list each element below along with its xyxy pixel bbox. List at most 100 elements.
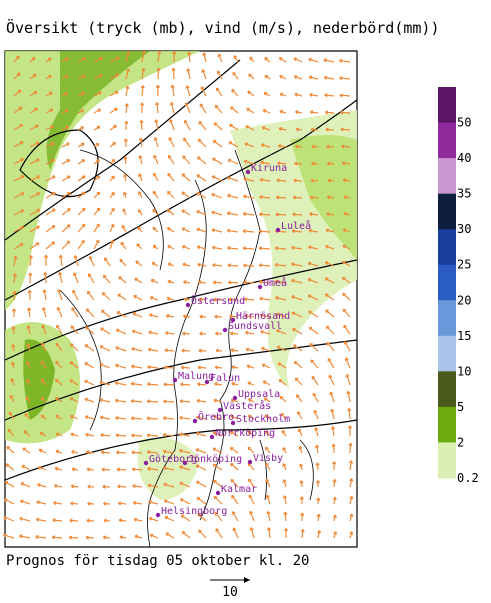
wind-arrow: [61, 57, 69, 63]
wind-arrow: [307, 278, 319, 284]
wind-arrow: [227, 158, 239, 165]
legend: 50 40 35 30 25 20 15 10 5 2 0.2: [438, 87, 479, 485]
wind-arrow: [55, 360, 63, 369]
wind-arrow: [197, 138, 207, 148]
city-dot: [245, 169, 251, 175]
wind-arrow: [138, 155, 143, 165]
wind-arrow: [315, 480, 321, 488]
wind-arrow: [324, 93, 335, 98]
wind-arrow: [109, 73, 120, 80]
wind-arrow: [137, 209, 143, 216]
wind-arrow: [116, 450, 127, 455]
wind-arrow: [297, 428, 303, 437]
wind-arrow: [130, 399, 143, 404]
wind-arrow: [196, 192, 207, 199]
wind-arrow: [24, 413, 31, 420]
wind-arrow: [310, 359, 319, 369]
city-label: Falun: [210, 373, 240, 384]
wind-arrow: [182, 331, 191, 336]
wind-arrow: [132, 312, 143, 318]
wind-arrow: [13, 106, 23, 114]
city-label: Umeå: [263, 276, 287, 289]
wind-arrow: [263, 397, 271, 403]
wind-arrow: [259, 313, 271, 318]
wind-arrow: [212, 447, 223, 454]
wind-arrow: [260, 346, 271, 352]
wind-arrow: [130, 381, 143, 386]
city-dot: [155, 512, 161, 518]
wind-arrow: [283, 511, 288, 522]
wind-arrow: [70, 501, 79, 506]
wind-arrow: [327, 358, 335, 369]
wind-arrow: [249, 56, 255, 63]
wind-arrow: [109, 107, 118, 114]
city-dot: [204, 379, 210, 385]
wind-arrow: [114, 363, 127, 369]
wind-arrow: [280, 412, 287, 420]
wind-arrow: [247, 414, 255, 420]
wind-arrow: [45, 57, 52, 63]
wind-arrow: [130, 416, 143, 421]
wind-arrow: [342, 260, 351, 267]
wind-arrow: [153, 154, 159, 165]
wind-arrow: [183, 297, 191, 302]
wind-arrow: [348, 460, 354, 471]
wind-arrow: [100, 327, 111, 335]
wind-arrow: [258, 263, 271, 268]
wind-arrow: [211, 192, 223, 199]
wind-arrow: [109, 239, 115, 250]
wind-arrow: [213, 297, 223, 302]
wind-arrow: [214, 104, 223, 114]
wind-arrow: [150, 278, 159, 284]
wind-arrow: [339, 110, 351, 115]
wind-arrow: [292, 212, 303, 217]
wind-arrow: [61, 158, 71, 165]
wind-arrow: [140, 85, 145, 97]
wind-arrow: [153, 137, 159, 148]
wind-arrow: [332, 514, 337, 522]
wind-arrow: [93, 191, 101, 199]
wind-arrow: [137, 191, 143, 199]
wind-arrow: [45, 241, 56, 250]
wind-arrow: [333, 531, 338, 539]
wind-arrow: [248, 73, 255, 80]
wind-arrow: [77, 91, 85, 97]
isobar: [4, 59, 358, 481]
wind-arrow: [310, 178, 319, 183]
wind-arrow: [309, 342, 319, 352]
wind-arrow: [109, 124, 117, 131]
wind-arrow: [29, 225, 40, 233]
wind-arrow: [349, 478, 354, 488]
city-label: Jönköping: [188, 454, 242, 465]
wind-arrow: [277, 143, 287, 149]
wind-arrow: [309, 195, 319, 200]
wind-arrow: [61, 175, 71, 182]
precip-area: [23, 339, 55, 420]
wind-arrow: [211, 228, 223, 233]
wind-arrow: [28, 255, 33, 267]
wind-arrow: [227, 246, 239, 251]
wind-arrow: [119, 535, 127, 540]
wind-arrow: [293, 57, 303, 63]
wind-arrow: [213, 414, 223, 420]
wind-arrow: [282, 479, 287, 488]
wind-arrow: [231, 89, 239, 97]
wind-arrow: [45, 91, 53, 97]
wind-arrow: [99, 362, 111, 369]
wind-arrow: [114, 398, 127, 403]
wind-arrow: [277, 362, 287, 369]
wind-arrow: [166, 296, 175, 301]
wind-arrow: [45, 208, 56, 216]
wind-arrow: [131, 433, 143, 438]
city-label: Härnösand: [236, 311, 290, 322]
wind-arrow: [146, 416, 159, 421]
wind-arrow: [247, 90, 255, 97]
wind-arrow: [26, 361, 31, 369]
wind-arrow: [294, 377, 303, 386]
wind-arrow: [326, 161, 335, 166]
city-dot: [217, 407, 223, 413]
city-label: Helsingborg: [161, 506, 227, 517]
legend-swatch: [438, 158, 456, 195]
wind-arrow: [213, 398, 223, 403]
wind-arrow: [61, 125, 70, 131]
